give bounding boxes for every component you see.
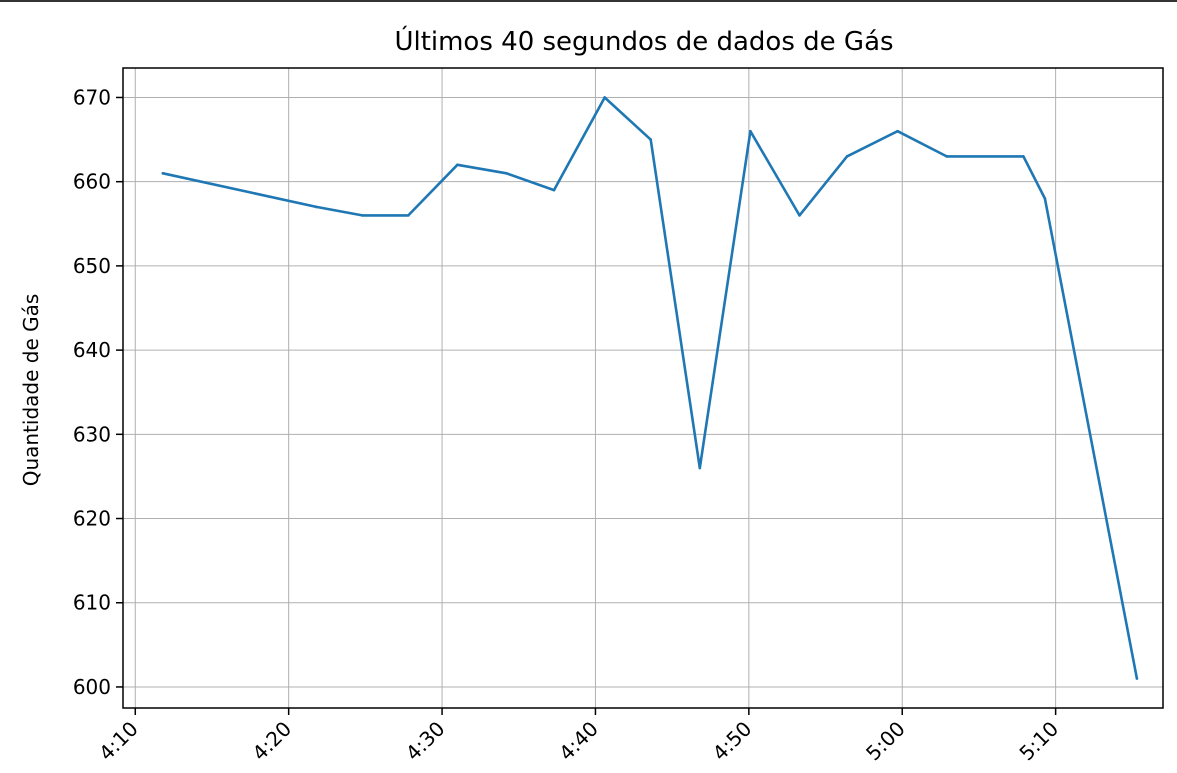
plot-frame bbox=[122, 67, 1164, 709]
y-axis-ticks: 600 610 620 630 640 650 660 670 bbox=[73, 85, 123, 699]
y-tick-label: 630 bbox=[73, 422, 111, 446]
gas-series-line bbox=[161, 96, 1139, 680]
gas-data-point bbox=[698, 466, 702, 470]
gas-data-point bbox=[945, 155, 949, 158]
top-border bbox=[0, 0, 1177, 2]
x-tick-label: 4:40 bbox=[554, 717, 603, 766]
x-axis-ticks: 4:10 4:20 4:30 4:40 4:50 5:00 5:10 bbox=[94, 708, 1063, 765]
plot-lines bbox=[161, 96, 1139, 680]
gas-data-point bbox=[798, 214, 801, 217]
chart-title: Últimos 40 segundos de dados de Gás bbox=[394, 25, 893, 57]
y-tick-label: 640 bbox=[73, 338, 111, 362]
x-tick-label: 5:10 bbox=[1014, 717, 1063, 766]
gas-data-point bbox=[649, 138, 652, 141]
gas-data-point bbox=[360, 214, 364, 217]
x-tick-label: 4:10 bbox=[94, 717, 143, 766]
gas-data-point bbox=[161, 171, 165, 175]
x-tick-label: 4:20 bbox=[247, 717, 296, 766]
gas-data-point bbox=[749, 129, 752, 133]
gas-data-point bbox=[505, 171, 508, 175]
y-tick-label: 660 bbox=[73, 170, 111, 194]
gas-data-point bbox=[552, 188, 556, 192]
gas-data-point bbox=[1135, 677, 1139, 680]
grid bbox=[123, 68, 1163, 708]
gas-data-point bbox=[845, 155, 849, 158]
gas-data-point bbox=[314, 205, 318, 209]
gas-data-point bbox=[407, 214, 410, 217]
y-tick-label: 650 bbox=[73, 254, 111, 278]
gas-data-point bbox=[1022, 155, 1025, 158]
x-tick-label: 5:00 bbox=[861, 717, 910, 766]
gas-data-point bbox=[603, 96, 606, 99]
y-tick-label: 620 bbox=[73, 507, 111, 531]
y-axis-label: Quantidade de Gás bbox=[19, 294, 43, 487]
gas-data-point bbox=[456, 163, 459, 167]
y-tick-label: 600 bbox=[73, 675, 111, 699]
gas-data-point bbox=[1043, 197, 1047, 200]
y-tick-label: 670 bbox=[73, 85, 111, 109]
x-tick-label: 4:50 bbox=[708, 717, 757, 766]
gas-data-point bbox=[896, 129, 899, 133]
y-tick-label: 610 bbox=[73, 591, 111, 615]
x-tick-label: 4:30 bbox=[401, 717, 450, 766]
